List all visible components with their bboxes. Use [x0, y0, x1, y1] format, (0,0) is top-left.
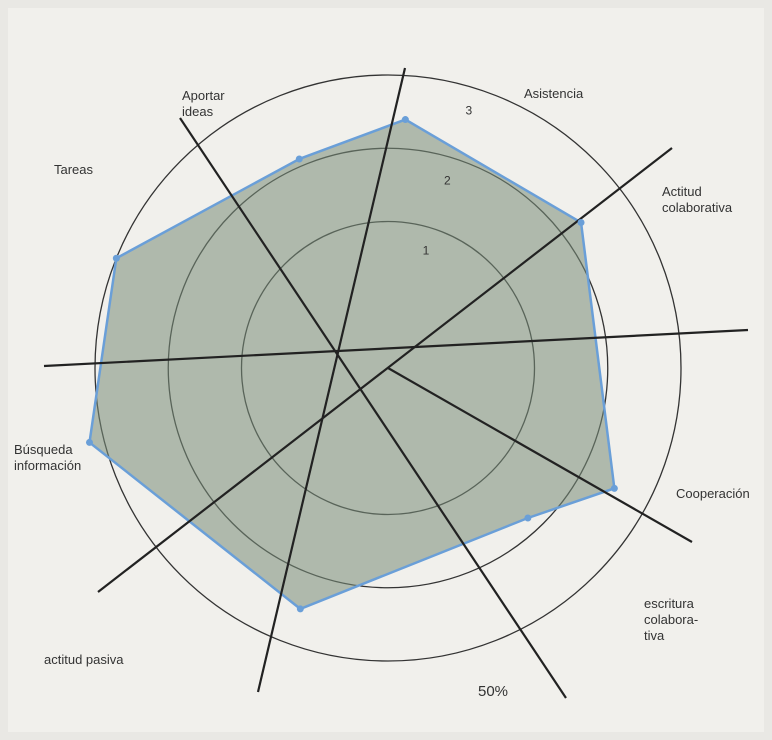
radar-point — [524, 514, 532, 522]
category-label: Tareas — [54, 162, 94, 177]
category-label: escritura colabora- tiva — [644, 596, 699, 643]
radar-point — [577, 219, 585, 227]
spokes — [43, 67, 749, 699]
category-label: Aportar ideas — [182, 88, 225, 119]
radar-point — [112, 254, 120, 262]
radar-point — [85, 438, 93, 446]
grid-ring — [94, 74, 682, 662]
category-label: Cooperación — [676, 486, 750, 501]
spoke — [179, 117, 567, 699]
radar-point — [296, 605, 304, 613]
spoke — [256, 67, 407, 693]
radar-point — [401, 116, 409, 124]
ring-label: 2 — [444, 174, 451, 188]
radar-point — [295, 155, 303, 163]
spoke — [97, 147, 673, 593]
spoke — [43, 328, 749, 368]
category-label: actitud pasiva — [44, 652, 124, 667]
ring-label: 3 — [465, 104, 472, 118]
spoke — [387, 367, 693, 543]
category-label: Actitud colaborativa — [662, 184, 733, 215]
annotation: 50% — [478, 683, 509, 700]
category-label: Búsqueda información — [14, 442, 82, 473]
category-label: Asistencia — [524, 86, 584, 101]
ring-label: 1 — [423, 244, 430, 258]
radar-point — [610, 484, 618, 492]
